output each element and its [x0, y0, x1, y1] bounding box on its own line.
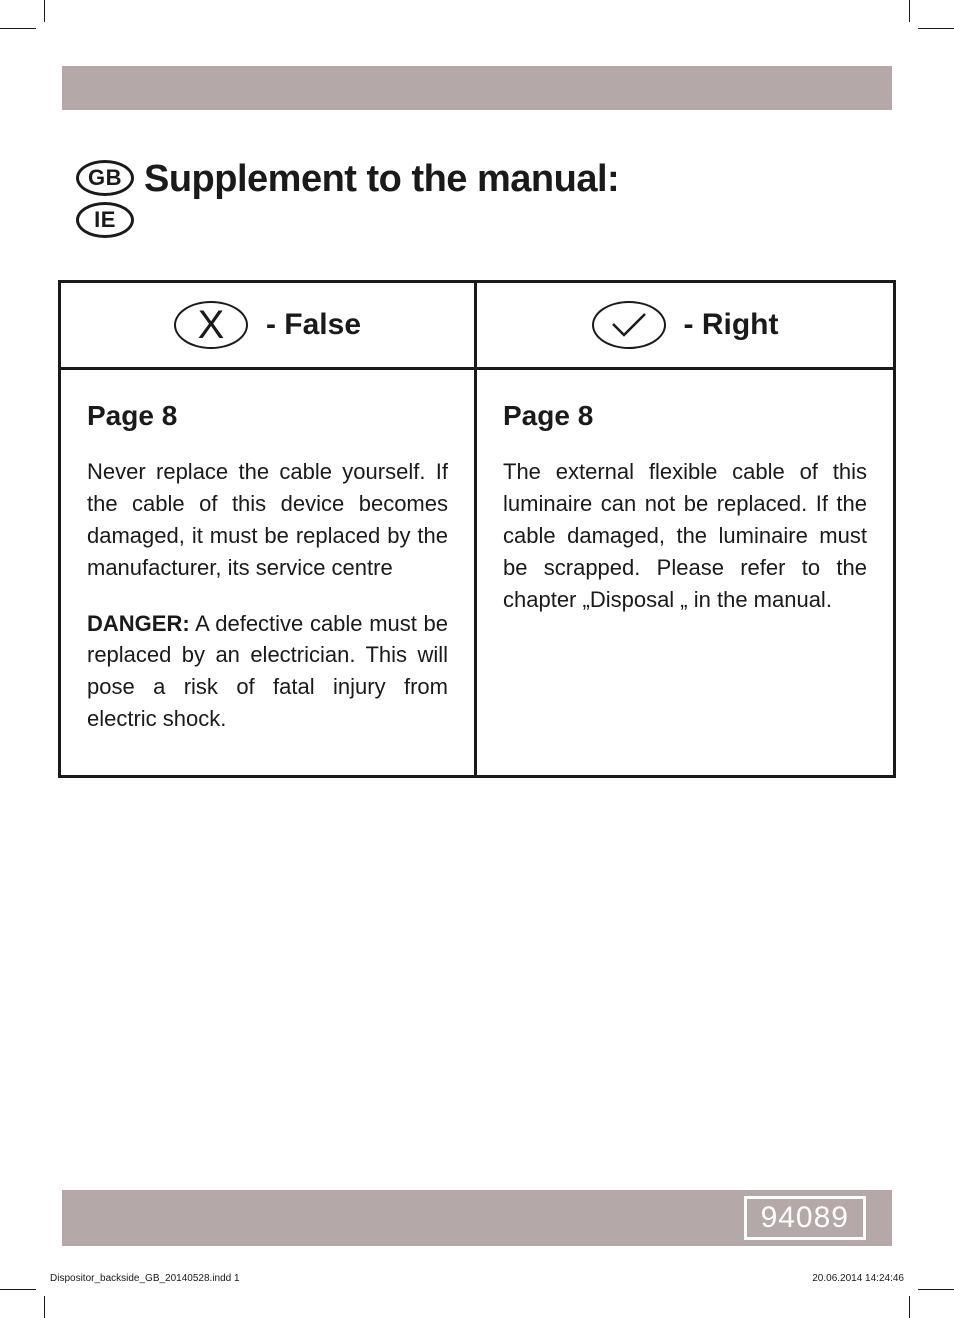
- crop-mark: [44, 0, 45, 22]
- bottom-color-bar: 94089: [62, 1190, 892, 1246]
- right-page-label: Page 8: [503, 400, 867, 432]
- false-body-cell: Page 8 Never replace the cable yourself.…: [61, 370, 477, 775]
- header-right-cell: - Right: [477, 283, 893, 370]
- crop-mark: [0, 1289, 36, 1290]
- title-block: GB IE Supplement to the manual:: [76, 158, 878, 238]
- footer-filename: Dispositor_backside_GB_20140528.indd 1: [50, 1273, 240, 1284]
- false-paragraph-2: DANGER: A defective cable must be replac…: [87, 608, 448, 736]
- document-page: GB IE Supplement to the manual: X - Fals…: [44, 28, 910, 1290]
- check-icon: [592, 301, 666, 349]
- header-false-cell: X - False: [61, 283, 477, 370]
- crop-mark: [909, 1296, 910, 1318]
- right-label: - Right: [684, 308, 779, 342]
- page-title: Supplement to the manual:: [144, 158, 619, 201]
- crop-mark: [44, 1296, 45, 1318]
- danger-label: DANGER:: [87, 611, 190, 636]
- false-page-label: Page 8: [87, 400, 448, 432]
- document-number: 94089: [744, 1196, 866, 1240]
- false-paragraph-1: Never replace the cable yourself. If the…: [87, 456, 448, 584]
- footer-metadata: Dispositor_backside_GB_20140528.indd 1 2…: [50, 1273, 904, 1284]
- crop-mark: [909, 0, 910, 22]
- right-body-cell: Page 8 The external flexible cable of th…: [477, 370, 893, 775]
- country-badges: GB IE: [76, 160, 134, 238]
- false-label: - False: [266, 308, 361, 342]
- crop-mark: [918, 1289, 954, 1290]
- right-paragraph-1: The external flexible cable of this lumi…: [503, 456, 867, 615]
- crop-mark: [0, 28, 36, 29]
- crop-mark: [918, 28, 954, 29]
- top-color-bar: [62, 66, 892, 110]
- country-badge-gb: GB: [76, 160, 134, 196]
- x-icon: X: [174, 301, 248, 349]
- country-badge-ie: IE: [76, 202, 134, 238]
- comparison-table: X - False - Right Page 8 Never replace t…: [58, 280, 896, 778]
- footer-timestamp: 20.06.2014 14:24:46: [812, 1273, 904, 1284]
